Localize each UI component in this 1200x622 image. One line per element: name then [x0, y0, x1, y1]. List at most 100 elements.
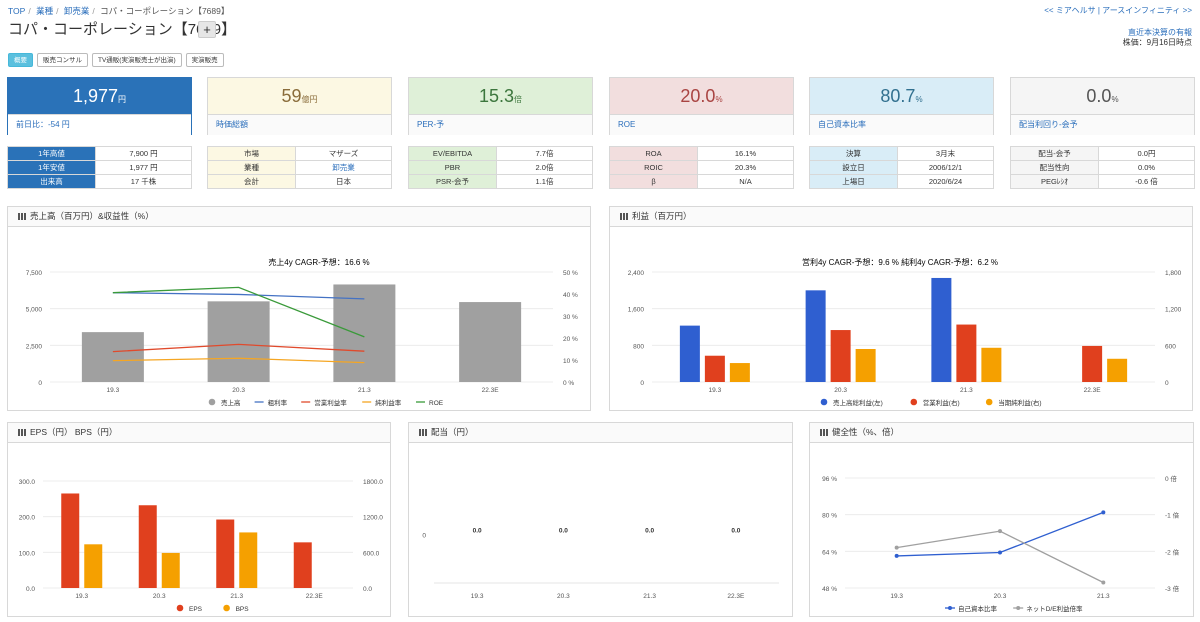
breadcrumb-current: コパ・コーポレーション【7689】 [100, 6, 230, 16]
kpi-card-4[interactable]: 80.7% 自己資本比率 [809, 77, 994, 135]
kpi-card-5[interactable]: 0.0% 配当利回り-会予 [1010, 77, 1195, 135]
y2-tick-label: 1,800 [1165, 270, 1182, 277]
table-row: PEGﾚｼｵ -0.6 倍 [1010, 174, 1195, 189]
y-tick-label: 1,600 [628, 307, 645, 314]
table-row: EV/EBITDA 7.7倍 [408, 146, 593, 161]
x-tick-label: 22.3E [1084, 387, 1102, 394]
breadcrumb-industry[interactable]: 業種 [36, 6, 54, 16]
y-tick-label: 96 % [822, 476, 837, 483]
point [1101, 580, 1106, 585]
tab-demo-sales[interactable]: 実演販売 [185, 53, 224, 67]
series-line [896, 511, 1104, 557]
kpi-card-3[interactable]: 20.0% ROE [609, 77, 794, 135]
point [894, 553, 899, 558]
metric-label: 配当性向 [1010, 160, 1099, 175]
table-row: 配当-会予 0.0円 [1010, 146, 1195, 161]
bar [931, 277, 952, 382]
kpi-card-0[interactable]: 1,977円 前日比：-54 円 [7, 77, 192, 135]
metrics-table-1: 市場 マザーズ 業種 卸売業 会計 日本 [207, 146, 392, 189]
kpi-value: 80.7 [880, 86, 916, 106]
point [1101, 510, 1106, 515]
y2-tick-label: 0 倍 [1165, 474, 1177, 483]
y-tick-label: 300.0 [19, 479, 36, 486]
sales-panel: 売上高（百万円）&収益性（%） 売上4y CAGR-予想：16.6 % 7,50… [7, 206, 591, 411]
chart-icon [18, 429, 26, 437]
table-row: 決算 3月末 [809, 146, 994, 161]
add-button[interactable]: + [198, 21, 216, 38]
legend-swatch [985, 398, 993, 406]
y2-tick-label: 0 % [563, 380, 574, 387]
metric-value: -0.6 倍 [1098, 174, 1195, 189]
bar [138, 505, 157, 588]
prev-next-links[interactable]: << ミアヘルサ | アースインフィニティ >> [1044, 6, 1192, 15]
sales-chart: 売上4y CAGR-予想：16.6 % 7,500 5,000 2,500 0 50 %… [26, 257, 578, 407]
kpi-label: 時価総額 [208, 114, 391, 135]
breadcrumb-wholesale[interactable]: 卸売業 [63, 6, 90, 16]
metric-value: 0.0円 [1098, 146, 1195, 161]
metric-value: 16.1% [697, 146, 794, 161]
table-row: 出来高 17 千株 [7, 174, 192, 189]
sales-panel-title: 売上高（百万円）&収益性（%） [30, 211, 154, 221]
legend-label: 純利益率 [375, 398, 402, 407]
settlement-info: 直近本決算の有報 株価：9月16日時点 [1123, 28, 1192, 48]
health-chart: 96 % 80 % 64 % 48 % 0 倍 -1 倍 -2 倍 -3 倍 19.3 20.3 2… [822, 474, 1180, 613]
kpi-label: ROE [610, 114, 793, 135]
legend-swatch [223, 604, 230, 612]
metric-label: β [609, 174, 698, 189]
metric-value: 17 千株 [95, 174, 192, 189]
legend-label: 売上高 [221, 398, 241, 407]
data-label: 0.0 [645, 528, 654, 535]
profit-panel: 利益（百万円） 営利4y CAGR-予想：9.6 % 純利4y CAGR-予想：… [609, 206, 1193, 411]
kpi-unit: 円 [118, 95, 127, 104]
health-panel-title: 健全性（%、倍） [832, 427, 900, 437]
data-label: 0.0 [559, 528, 568, 535]
legend-swatch [820, 398, 828, 406]
bar [161, 552, 180, 588]
bar [293, 542, 312, 588]
metric-value[interactable]: 卸売業 [295, 160, 392, 175]
metric-value: 2.0倍 [496, 160, 593, 175]
tab-overview[interactable]: 概要 [8, 53, 33, 67]
tab-sales-consulting[interactable]: 販売コンサル [37, 53, 88, 67]
x-tick-label: 20.3 [557, 593, 570, 600]
x-tick-label: 19.3 [75, 593, 88, 600]
kpi-value-box: 15.3倍 [409, 78, 592, 114]
bar [84, 544, 103, 588]
eps-chart: 300.0 200.0 100.0 0.0 1800.0 1200.0 600.0 0.0 19… [19, 479, 384, 613]
kpi-label: 自己資本比率 [810, 114, 993, 135]
tab-tv-shopping[interactable]: TV通販(実演販売士が出演) [92, 53, 182, 67]
settlement-link[interactable]: 直近本決算の有報 [1128, 28, 1192, 37]
kpi-card-2[interactable]: 15.3倍 PER-予 [408, 77, 593, 135]
metric-value: 7,900 円 [95, 146, 192, 161]
legend-label: 粗利率 [268, 398, 288, 407]
metric-label: PSR-会予 [408, 174, 497, 189]
y-tick-label: 80 % [822, 513, 837, 520]
metric-label: 1年安値 [7, 160, 96, 175]
x-tick-label: 22.3E [727, 593, 745, 600]
breadcrumb-top[interactable]: TOP [8, 6, 26, 16]
legend-label: BPS [236, 606, 250, 613]
y2-tick-label: -1 倍 [1165, 511, 1180, 520]
y-tick-label: 0.0 [26, 586, 35, 593]
metric-value: 20.3% [697, 160, 794, 175]
y2-tick-label: 40 % [563, 292, 578, 299]
metrics-table-5: 配当-会予 0.0円 配当性向 0.0% PEGﾚｼｵ -0.6 倍 [1010, 146, 1195, 189]
y-tick-label: 48 % [822, 586, 837, 593]
bar [981, 347, 1002, 382]
tag-tabs: 概要 販売コンサル TV通販(実演販売士が出演) 実演販売 [8, 53, 224, 67]
table-row: ROIC 20.3% [609, 160, 794, 175]
profit-panel-title: 利益（百万円） [632, 211, 692, 221]
metrics-table-0: 1年高値 7,900 円 1年安値 1,977 円出来高 17 千株 [7, 146, 192, 189]
legend-label: ネットD/E利益倍率 [1026, 604, 1083, 613]
bar [729, 363, 750, 382]
bar [805, 290, 826, 382]
table-row: 市場 マザーズ [207, 146, 392, 161]
metric-value: N/A [697, 174, 794, 189]
x-tick-label: 21.3 [643, 593, 656, 600]
kpi-value-box: 59億円 [208, 78, 391, 114]
x-tick-label: 21.3 [960, 387, 973, 394]
kpi-label: 配当利回り-会予 [1011, 114, 1194, 135]
kpi-card-1[interactable]: 59億円 時価総額 [207, 77, 392, 135]
table-row: 設立日 2006/12/1 [809, 160, 994, 175]
metric-value: 1.1倍 [496, 174, 593, 189]
